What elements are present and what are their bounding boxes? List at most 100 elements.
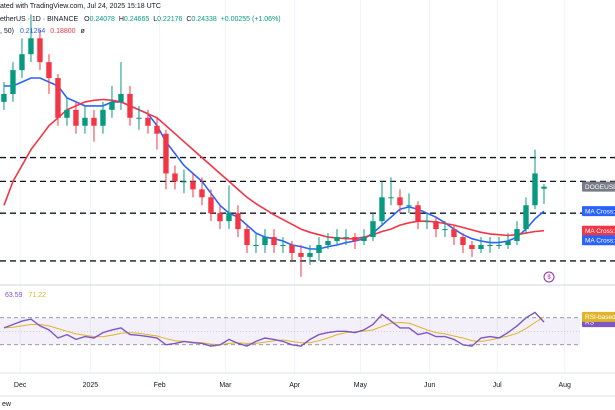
ohlc-letter: C	[186, 16, 191, 23]
rsi-line	[3, 311, 545, 347]
candle-body	[217, 213, 223, 222]
candle-body	[361, 237, 367, 242]
x-tick-label: Feb	[154, 382, 166, 389]
axis-label: MA Cross:Long M	[585, 228, 615, 235]
candle-body	[271, 237, 277, 246]
candle-body	[136, 117, 142, 119]
rsi-ma-value: 71.22	[28, 292, 46, 299]
ohlc-value: 0.24665	[124, 16, 149, 23]
candle-body	[10, 70, 16, 94]
legend-rsi: 63.59 71.22	[5, 292, 46, 299]
candle-body	[199, 189, 205, 198]
candle-body	[406, 205, 412, 207]
candle-body	[145, 117, 151, 126]
ohlc-value: 0.24078	[90, 16, 115, 23]
candle-body	[496, 245, 502, 247]
axis-label-bg	[582, 206, 615, 217]
candle-body	[190, 181, 196, 190]
candle-body	[46, 62, 52, 79]
axis-label: RSI-based M	[585, 314, 615, 321]
candle-body	[343, 237, 349, 239]
candle-body	[37, 38, 43, 63]
candle-body	[235, 213, 241, 230]
candle-body	[442, 229, 448, 231]
candle-body	[127, 93, 133, 118]
rsi-ma-line	[3, 316, 545, 346]
x-tick-label: May	[354, 382, 368, 389]
moving-average	[3, 98, 545, 240]
event-icon-glyph: $	[547, 275, 551, 281]
candle-body	[208, 197, 214, 214]
ohlc-letter: H	[119, 16, 124, 23]
ohlc-letter: O	[84, 16, 90, 23]
axis-label: MA Cross:Short M	[585, 208, 615, 215]
x-tick-label: Dec	[14, 382, 27, 389]
axis-label: MA Cross:Cros	[585, 237, 615, 244]
candle-body	[523, 205, 529, 230]
axis-label: RS	[585, 319, 595, 326]
candle-body	[226, 213, 232, 222]
candle-body	[91, 117, 97, 126]
candle-body	[262, 237, 268, 246]
axis-label-bg	[582, 235, 615, 246]
candle-body	[55, 78, 61, 118]
x-tick-label: Jun	[424, 382, 435, 389]
candle-body	[280, 245, 286, 247]
candle-body	[334, 237, 340, 242]
candle-body	[298, 252, 304, 257]
symbol: etherUS · 1D · BINANCE	[0, 16, 79, 23]
ohlc-value: 0.24338	[191, 16, 216, 23]
labels: ated with TradingView.com, Jul 24, 2025 …	[0, 3, 615, 408]
candle-body	[415, 205, 421, 222]
candle-body	[379, 197, 385, 222]
candle-body	[19, 54, 25, 71]
candle-body	[460, 237, 466, 246]
x-tick-label: Apr	[289, 382, 301, 389]
candle-body	[532, 173, 538, 206]
x-tick-label: Jul	[493, 382, 502, 389]
candle-body	[244, 229, 250, 246]
axis-label-bg	[582, 225, 615, 236]
candle-body	[370, 221, 376, 238]
ma-extra: ø	[81, 28, 86, 35]
axis-label-bg	[582, 181, 615, 192]
candle-body	[388, 197, 394, 199]
candle-body	[433, 221, 439, 230]
x-tick-label: Aug	[558, 382, 571, 389]
grid	[0, 0, 580, 373]
legend-ohlc: etherUS · 1D · BINANCE O0.24078 H0.24665…	[0, 16, 281, 23]
candle-body	[397, 197, 403, 206]
plot	[0, 14, 615, 347]
candle-body	[316, 245, 322, 253]
published-note: ated with TradingView.com, Jul 24, 2025 …	[0, 3, 161, 10]
candle-body	[73, 109, 79, 126]
candle-body	[64, 109, 70, 118]
candle-body	[478, 245, 484, 249]
candle-body	[100, 109, 106, 126]
candle-body	[487, 245, 493, 247]
candle-body	[307, 252, 313, 257]
ma-value: 0.21264	[20, 28, 45, 35]
legend-ma: , 50) 0.21264 0.18800 ø	[0, 28, 86, 35]
rsi-value: 63.59	[5, 292, 23, 299]
event-icon[interactable]	[543, 271, 555, 283]
candle-body	[181, 181, 187, 183]
candle-body	[82, 117, 88, 126]
candle-body	[118, 93, 124, 102]
candle-body	[28, 38, 34, 55]
candle-body	[154, 125, 160, 134]
ohlc-letter: L	[153, 16, 157, 23]
ohlc-value: 0.22176	[157, 16, 182, 23]
candle-body	[352, 237, 358, 242]
ma-value: 0.18800	[50, 28, 75, 35]
x-tick-label: 2025	[83, 382, 99, 389]
candle-body	[505, 241, 511, 246]
candle-body	[451, 229, 457, 238]
candle-body	[469, 245, 475, 249]
candle-body	[163, 133, 169, 174]
change: +0.00255 (+1.06%)	[221, 16, 281, 23]
axis-label-bg	[582, 311, 615, 322]
